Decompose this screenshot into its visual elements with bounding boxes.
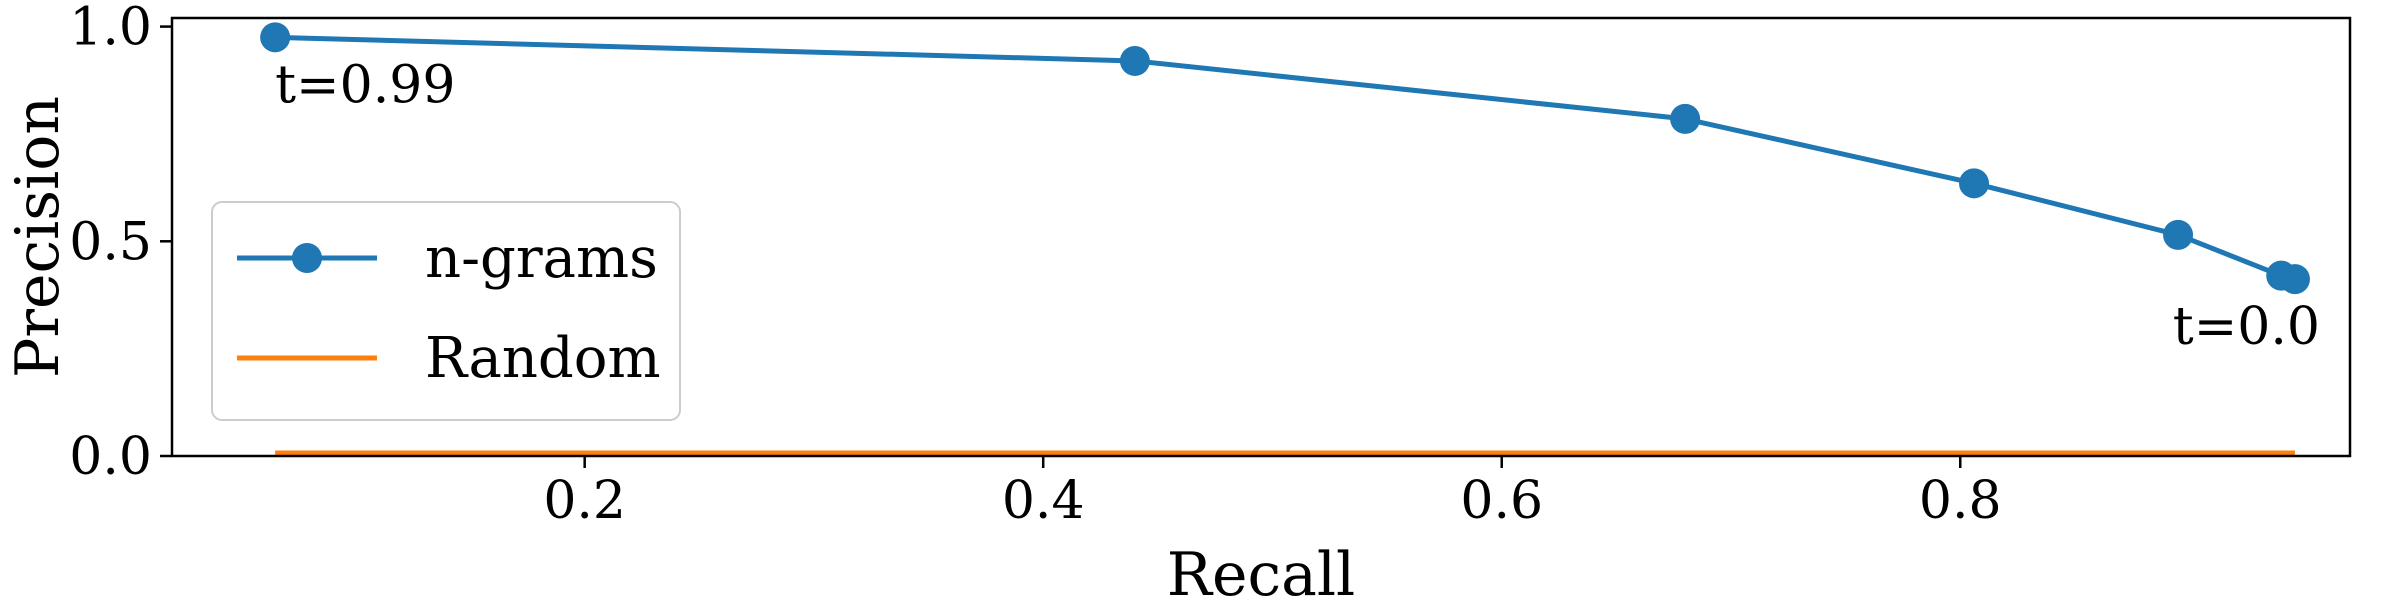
- annotations-layer: t=0.99 t=0.0: [275, 55, 2320, 357]
- x-tick-label: 0.2: [543, 471, 626, 531]
- plot-layer: [260, 22, 2310, 456]
- data-point-n-grams: [1670, 103, 1701, 134]
- legend-label: Random: [425, 326, 661, 391]
- x-tick-label: 0.6: [1460, 471, 1543, 531]
- data-point-n-grams: [1959, 168, 1990, 199]
- legend: n-grams Random: [211, 201, 681, 421]
- ticks-layer: 0.2 0.4 0.6 0.8 0.0 0.5 1.0: [69, 0, 2001, 531]
- legend-swatch-marker: [292, 243, 322, 273]
- data-point-n-grams: [1119, 45, 1150, 76]
- point-annotation: t=0.0: [2173, 297, 2320, 357]
- x-tick-label: 0.4: [1002, 471, 1085, 531]
- y-tick-label: 1.0: [69, 0, 152, 58]
- data-point-n-grams: [2163, 219, 2194, 250]
- data-point-n-grams: [260, 22, 291, 53]
- y-tick-label: 0.5: [69, 212, 152, 272]
- x-axis-label: Recall: [1167, 540, 1355, 600]
- legend-label: n-grams: [425, 226, 658, 291]
- data-point-n-grams: [2279, 264, 2310, 295]
- point-annotation: t=0.99: [275, 55, 455, 115]
- plot-frame: [170, 16, 2352, 458]
- x-tick-label: 0.8: [1919, 471, 2002, 531]
- y-tick-label: 0.0: [69, 427, 152, 487]
- y-axis-label: Precision: [3, 96, 73, 378]
